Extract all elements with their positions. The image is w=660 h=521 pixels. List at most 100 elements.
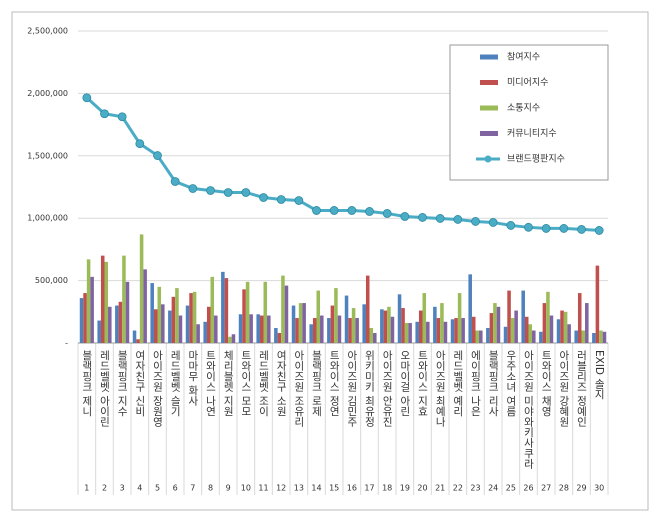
line-marker: [577, 225, 586, 234]
bar: [206, 306, 211, 343]
bar: [408, 323, 412, 343]
x-tick-label: 트와이스 나연: [205, 350, 217, 416]
rank-label: 1: [84, 484, 89, 493]
y-tick-label: 1,500,000: [27, 151, 68, 160]
bar: [546, 291, 550, 343]
bar: [291, 305, 296, 343]
bar: [196, 324, 200, 343]
legend-swatch: [480, 131, 498, 136]
line-marker: [559, 224, 569, 233]
bar: [231, 334, 236, 343]
bar: [404, 323, 409, 343]
x-tick-label: EXID 솔지: [593, 350, 605, 400]
line-marker: [259, 193, 268, 202]
rank-label: 10: [241, 484, 251, 493]
rank-label: 17: [364, 484, 374, 493]
rank-label: 24: [488, 484, 498, 493]
bar: [309, 324, 313, 343]
line-marker: [541, 224, 551, 233]
x-tick-label: 트와이스 모모: [240, 350, 252, 416]
bar: [556, 319, 561, 343]
x-tick-label: 블랙핑크 제니: [81, 350, 93, 417]
bar: [330, 305, 335, 343]
bar: [334, 288, 338, 343]
rank-label: 29: [576, 484, 586, 493]
x-tick-label: 아이즈원 미야와키사쿠라: [523, 350, 535, 470]
bar: [100, 255, 105, 343]
bar: [192, 291, 197, 343]
x-tick-label: 트와이스 정연: [328, 350, 340, 416]
bar: [214, 315, 218, 343]
rank-label: 21: [435, 484, 445, 493]
bar: [118, 301, 123, 343]
bar: [171, 296, 176, 343]
bar: [532, 330, 536, 343]
rank-label: 11: [258, 484, 268, 493]
x-tick-label: 아이즈원 장원영: [152, 350, 164, 427]
rank-label: 25: [506, 484, 516, 493]
bar: [97, 320, 101, 343]
line-marker: [453, 215, 463, 224]
bar: [503, 326, 508, 343]
bar: [602, 331, 607, 343]
rank-label: 3: [120, 484, 125, 493]
rank-label: 30: [594, 484, 604, 493]
bar: [86, 259, 91, 343]
bar: [595, 265, 600, 343]
bar: [528, 324, 533, 343]
bar: [245, 281, 250, 343]
bar: [549, 315, 554, 343]
bar: [369, 328, 374, 343]
bar: [567, 324, 571, 343]
bar: [259, 315, 264, 343]
line-marker: [82, 93, 92, 103]
bar: [461, 318, 465, 343]
bar: [125, 281, 130, 343]
bar: [574, 330, 578, 343]
bar: [281, 275, 285, 343]
x-tick-label: 우주소녀 여름: [505, 350, 517, 416]
rank-label: 4: [137, 484, 142, 493]
rank-label: 13: [294, 484, 304, 493]
bar: [79, 298, 84, 343]
x-tick-label: 아이즈원 강혜원: [558, 350, 570, 427]
x-tick-label: 트와이스 지효: [417, 350, 429, 416]
bar: [542, 303, 547, 343]
bar: [178, 315, 183, 343]
line-marker: [365, 207, 374, 216]
bar: [521, 290, 525, 343]
legend-box: [449, 44, 609, 181]
bar: [493, 303, 497, 343]
bar: [585, 303, 589, 343]
bar: [168, 310, 172, 343]
bar: [312, 318, 317, 343]
y-tick-label: 1,000,000: [27, 214, 68, 223]
x-tick-label: 레드벨벳 조이: [258, 350, 270, 417]
rank-label: 6: [173, 484, 178, 493]
bar: [486, 328, 490, 343]
x-tick-label: 블랙핑크 로제: [311, 350, 323, 417]
bar: [83, 293, 87, 343]
bar: [263, 281, 268, 343]
x-tick-label: 마마무 화사: [187, 350, 199, 407]
bar: [415, 321, 419, 343]
bar: [397, 294, 402, 343]
bar: [348, 318, 352, 343]
x-tick-label: 여자친구 소원: [275, 350, 287, 416]
rank-label: 14: [311, 484, 321, 493]
legend-label: 커뮤니티지수: [507, 128, 557, 139]
bar: [496, 306, 501, 343]
bar: [132, 330, 137, 343]
bar: [143, 269, 147, 343]
bar: [383, 310, 388, 343]
bar: [344, 295, 349, 343]
bar: [242, 289, 246, 343]
x-tick-label: 오마이걸 아린: [399, 350, 411, 416]
line-marker: [471, 217, 480, 226]
bar: [90, 276, 94, 343]
bar: [475, 330, 480, 343]
line-marker: [117, 112, 127, 122]
line-marker: [294, 196, 304, 205]
bar: [249, 314, 253, 343]
